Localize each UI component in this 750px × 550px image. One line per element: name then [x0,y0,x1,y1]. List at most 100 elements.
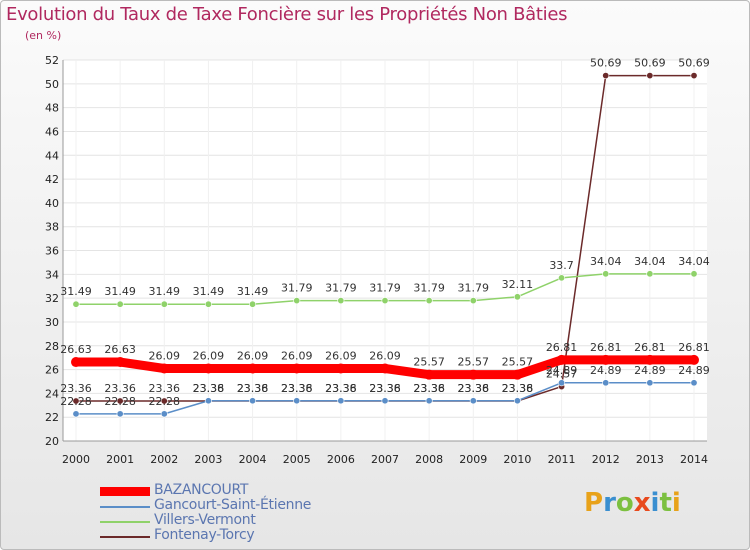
logo-letter: P [584,488,604,518]
legend-swatch [100,506,150,508]
data-point [469,397,477,405]
x-tick-label: 2002 [150,453,178,466]
x-tick-label: 2005 [283,453,311,466]
data-label: 23.38 [237,382,269,395]
data-point [249,300,257,308]
data-label: 26.81 [546,341,578,354]
data-label: 26.81 [634,341,666,354]
x-tick-label: 2013 [636,453,664,466]
chart-subtitle: (en %) [25,29,62,42]
y-tick-label: 50 [45,78,59,91]
y-tick-label: 26 [45,364,59,377]
data-label: 25.57 [502,356,534,369]
legend-label: Gancourt-Saint-Étienne [154,497,312,513]
data-label: 25.57 [458,356,490,369]
legend-label: BAZANCOURT [154,482,249,498]
data-label: 34.04 [590,255,622,268]
data-label: 23.38 [193,382,225,395]
data-label: 23.38 [281,382,313,395]
data-point [160,397,168,405]
data-point [469,297,477,305]
data-point [291,363,302,374]
data-label: 50.69 [678,57,710,70]
data-point [556,354,567,365]
x-tick-label: 2001 [106,453,134,466]
x-tick-label: 2007 [371,453,399,466]
y-tick-label: 40 [45,197,59,210]
data-label: 23.36 [458,382,490,395]
y-tick-label: 46 [45,125,59,138]
data-point [512,369,523,380]
data-label: 34.04 [678,255,710,268]
data-label: 34.04 [634,255,666,268]
data-label: 31.79 [325,282,357,295]
data-label: 26.81 [590,341,622,354]
data-point [160,410,168,418]
data-label: 23.38 [413,382,445,395]
data-point [335,363,346,374]
y-tick-label: 32 [45,292,59,305]
data-point [513,397,521,405]
data-point [558,379,566,387]
data-label: 31.49 [60,285,92,298]
data-point [513,293,521,301]
data-point [558,274,566,282]
logo-letter: o [615,488,634,518]
x-tick-label: 2010 [503,453,531,466]
data-label: 31.79 [458,282,490,295]
logo-letter: i [650,488,660,518]
data-label: 24.89 [634,364,666,377]
x-tick-label: 2011 [548,453,576,466]
data-label: 26.09 [149,349,181,362]
data-point [689,354,699,365]
data-label: 23.36 [502,382,534,395]
data-label: 23.36 [325,382,357,395]
logo-letter: r [603,488,616,518]
logo-letter: x [633,488,651,518]
y-tick-label: 34 [45,268,59,281]
data-label: 22.28 [60,395,92,408]
data-point [381,397,389,405]
data-label: 25.57 [413,356,445,369]
data-label: 23.36 [193,382,225,395]
legend-label: Villers-Vermont [154,512,256,528]
data-point [337,297,345,305]
data-point [644,354,655,365]
y-tick-label: 20 [45,435,59,448]
x-tick-label: 2003 [194,453,222,466]
data-label: 24.89 [678,364,710,377]
proxiti-logo: Proxiti [584,488,681,518]
legend-swatch [100,487,150,496]
data-label: 23.38 [502,382,534,395]
data-label: 31.79 [281,282,313,295]
data-label: 23.36 [60,382,92,395]
data-point [159,363,170,374]
logo-letter: t [659,488,672,518]
data-point [425,297,433,305]
data-point [602,270,610,278]
data-point [249,397,257,405]
x-tick-label: 2004 [239,453,267,466]
y-tick-label: 42 [45,173,59,186]
data-label: 23.38 [369,382,401,395]
data-point [203,363,214,374]
data-point [116,410,124,418]
data-label: 23.36 [369,382,401,395]
data-label: 22.28 [104,395,136,408]
data-label: 23.36 [281,382,313,395]
data-label: 23.36 [237,382,269,395]
data-point [71,357,81,368]
data-point [690,270,698,278]
x-tick-label: 2006 [327,453,355,466]
data-point [380,363,390,374]
x-tick-label: 2008 [415,453,443,466]
data-label: 31.49 [104,285,136,298]
data-point [646,379,654,387]
data-label: 26.63 [60,343,92,356]
data-label: 23.36 [413,382,445,395]
data-label: 50.69 [634,57,666,70]
data-point [247,363,258,374]
data-point [690,379,698,387]
data-point [204,300,212,308]
data-point [600,354,611,365]
